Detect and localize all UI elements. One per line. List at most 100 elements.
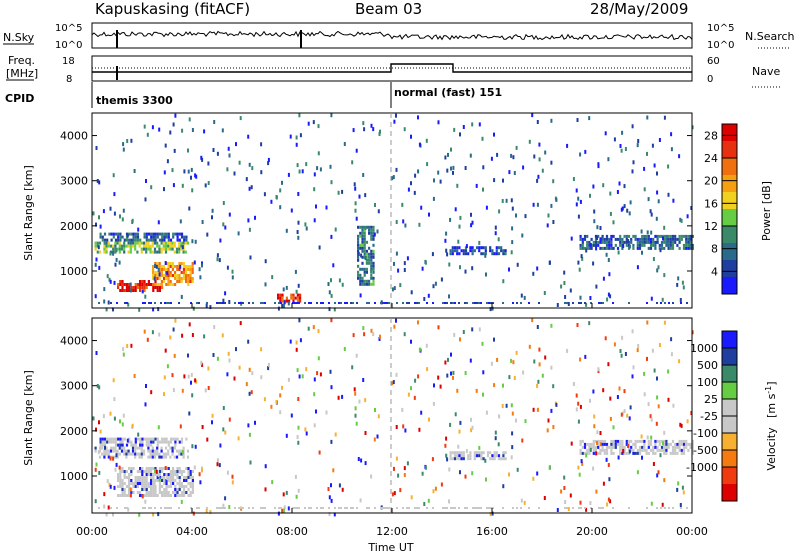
range-cell bbox=[654, 246, 657, 250]
range-cell bbox=[123, 470, 126, 473]
ground-scatter bbox=[602, 507, 604, 509]
ground-scatter bbox=[566, 302, 568, 304]
range-cell bbox=[167, 467, 170, 470]
range-cell bbox=[150, 476, 153, 479]
scatter-point bbox=[318, 245, 321, 250]
scatter-point bbox=[245, 177, 248, 182]
range-cell bbox=[153, 247, 157, 251]
scatter-point bbox=[203, 129, 206, 134]
freq-trace bbox=[92, 63, 692, 80]
range-cell bbox=[128, 289, 131, 292]
scatter-point bbox=[667, 369, 670, 374]
scatter-point bbox=[297, 440, 300, 445]
range-cell bbox=[678, 445, 681, 449]
scatter-point bbox=[357, 252, 360, 256]
range-cell bbox=[674, 240, 677, 244]
range-cell bbox=[296, 299, 299, 303]
range-cell bbox=[665, 240, 668, 244]
range-cell bbox=[149, 250, 152, 254]
scatter-point bbox=[399, 283, 402, 288]
range-cell bbox=[98, 449, 102, 453]
scatter-point bbox=[445, 453, 448, 458]
range-cell bbox=[145, 494, 148, 497]
range-cell bbox=[174, 265, 177, 268]
range-cell bbox=[647, 442, 650, 446]
range-cell bbox=[579, 451, 582, 455]
scatter-point bbox=[597, 162, 600, 167]
range-cell bbox=[191, 271, 194, 274]
scatter-point bbox=[560, 284, 563, 289]
range-cell bbox=[160, 449, 163, 453]
range-cell bbox=[458, 457, 461, 461]
range-cell bbox=[504, 451, 507, 455]
range-cell bbox=[145, 244, 148, 248]
range-cell bbox=[140, 446, 143, 450]
colorbar-swatch bbox=[722, 226, 737, 243]
ground-scatter bbox=[426, 302, 428, 304]
range-cell bbox=[121, 443, 124, 447]
range-cell bbox=[165, 277, 168, 280]
range-cell bbox=[365, 225, 368, 229]
range-cell bbox=[132, 289, 135, 292]
range-cell bbox=[167, 277, 170, 280]
scatter-point bbox=[576, 323, 579, 327]
range-cell bbox=[189, 494, 192, 497]
scatter-point bbox=[281, 303, 284, 308]
scatter-point bbox=[643, 187, 646, 192]
range-cell bbox=[687, 240, 690, 244]
range-cell bbox=[173, 446, 176, 450]
range-cell bbox=[616, 246, 620, 250]
scatter-point bbox=[496, 152, 499, 157]
range-cell bbox=[676, 445, 679, 449]
ground-scatter bbox=[406, 507, 408, 509]
ground-scatter bbox=[238, 302, 240, 304]
scatter-point bbox=[305, 431, 308, 436]
range-cell bbox=[173, 455, 176, 459]
range-cell bbox=[493, 252, 496, 256]
ground-scatter bbox=[668, 507, 670, 509]
scatter-point bbox=[623, 184, 626, 189]
range-cell bbox=[359, 243, 362, 247]
range-cell bbox=[110, 437, 113, 441]
scatter-point bbox=[482, 165, 485, 170]
range-cell bbox=[493, 454, 496, 458]
range-cell bbox=[277, 293, 280, 297]
range-cell bbox=[671, 234, 675, 238]
range-cell bbox=[619, 240, 622, 244]
range-cell bbox=[357, 249, 360, 253]
range-cell bbox=[480, 457, 483, 461]
range-cell bbox=[169, 265, 172, 268]
range-cell bbox=[636, 240, 639, 244]
range-cell bbox=[647, 237, 650, 241]
range-cell bbox=[169, 280, 172, 283]
scatter-point bbox=[497, 237, 500, 242]
scatter-point bbox=[532, 476, 535, 481]
range-cell bbox=[174, 491, 177, 494]
range-cell bbox=[109, 244, 113, 248]
range-cell bbox=[114, 455, 117, 459]
scatter-point bbox=[548, 260, 551, 265]
scatter-point bbox=[580, 254, 583, 259]
scatter-point bbox=[126, 233, 129, 238]
range-cell bbox=[610, 234, 613, 238]
range-cell bbox=[117, 286, 120, 289]
scatter-point bbox=[228, 505, 231, 509]
range-cell bbox=[647, 240, 650, 244]
range-cell bbox=[634, 442, 637, 446]
scatter-point bbox=[662, 441, 664, 446]
ground-scatter bbox=[598, 507, 600, 509]
ground-scatter bbox=[490, 507, 492, 509]
range-cell bbox=[156, 262, 159, 265]
scatter-point bbox=[277, 511, 280, 516]
range-cell bbox=[632, 451, 635, 455]
ground-scatter bbox=[446, 302, 448, 304]
range-cell bbox=[638, 448, 642, 452]
scatter-point bbox=[317, 329, 320, 334]
range-cell bbox=[169, 271, 172, 274]
range-cell bbox=[663, 451, 666, 455]
ground-scatter bbox=[490, 302, 492, 304]
range-cell bbox=[178, 479, 181, 482]
range-cell bbox=[671, 451, 675, 455]
colorbar-swatch bbox=[722, 433, 737, 450]
